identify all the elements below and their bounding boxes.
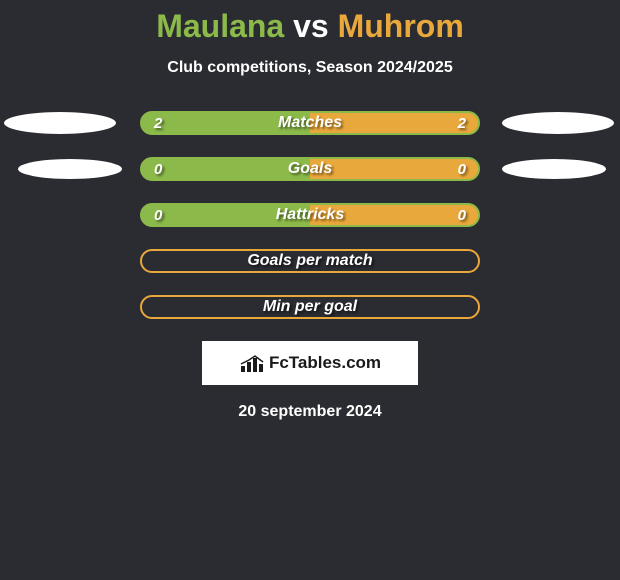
stat-bar: Goals 0 0 [140, 157, 480, 181]
logo-text: FcTables.com [269, 353, 381, 373]
stat-row: Hattricks 0 0 [0, 203, 620, 227]
stat-label: Hattricks [276, 206, 344, 224]
stats-list: Matches 2 2 Goals 0 0 Hattricks 0 0 Goals per mat… [0, 111, 620, 319]
stat-bar: Hattricks 0 0 [140, 203, 480, 227]
stat-value-left: 2 [154, 115, 162, 132]
stat-row: Goals per match [0, 249, 620, 273]
stat-value-left: 0 [154, 207, 162, 224]
stat-value-right: 0 [458, 161, 466, 178]
player2-name: Muhrom [338, 8, 464, 44]
stat-label: Goals [288, 160, 332, 178]
player-badge-right [502, 159, 606, 179]
stat-value-left: 0 [154, 161, 162, 178]
subtitle: Club competitions, Season 2024/2025 [167, 59, 452, 77]
title: Maulana vs Muhrom [156, 8, 464, 45]
stat-bar: Min per goal [140, 295, 480, 319]
stat-row: Min per goal [0, 295, 620, 319]
stat-row: Matches 2 2 [0, 111, 620, 135]
stat-label: Min per goal [263, 298, 357, 316]
player-badge-right [502, 112, 614, 134]
stat-bar: Goals per match [140, 249, 480, 273]
stat-label: Goals per match [247, 252, 372, 270]
stat-value-right: 0 [458, 207, 466, 224]
source-logo: FcTables.com [202, 341, 418, 385]
player-badge-left [4, 112, 116, 134]
player-badge-left [18, 159, 122, 179]
vs-label: vs [293, 8, 329, 44]
player1-name: Maulana [156, 8, 284, 44]
stat-row: Goals 0 0 [0, 157, 620, 181]
comparison-card: Maulana vs Muhrom Club competitions, Sea… [0, 0, 620, 421]
snapshot-date: 20 september 2024 [238, 403, 381, 421]
stat-label: Matches [278, 114, 342, 132]
barchart-icon [239, 352, 265, 374]
stat-bar: Matches 2 2 [140, 111, 480, 135]
stat-fill-right [310, 159, 478, 179]
stat-value-right: 2 [458, 115, 466, 132]
